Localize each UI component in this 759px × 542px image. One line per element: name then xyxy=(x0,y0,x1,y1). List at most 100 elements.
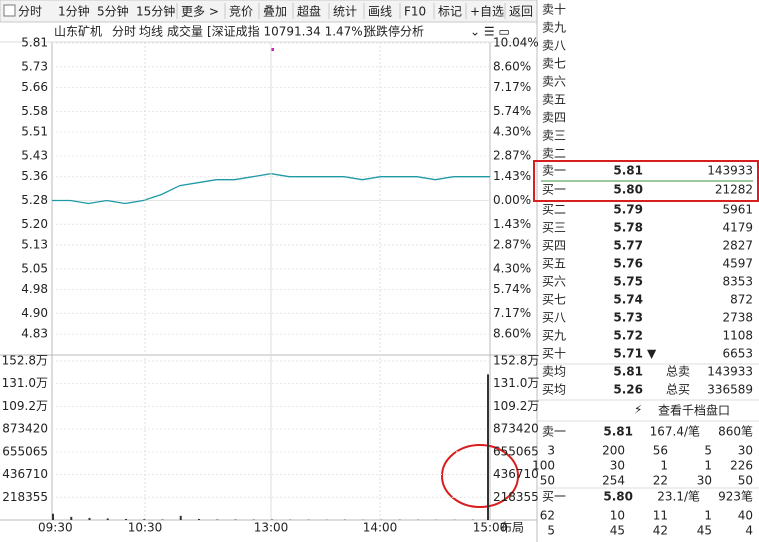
header-stock[interactable]: 山东矿机 xyxy=(54,25,102,39)
depth-link[interactable]: 查看千档盘口 xyxy=(658,403,730,418)
volume-tick-label-right: 436710 xyxy=(493,467,539,481)
toolbar-tab[interactable]: 更多 > xyxy=(181,5,219,19)
volume-bar xyxy=(271,519,273,520)
pct-tick-label: 10.04% xyxy=(493,36,539,50)
toolbar-tab[interactable]: 叠加 xyxy=(263,5,287,19)
pct-tick-label: 8.60% xyxy=(493,327,531,341)
level-label: 买十 xyxy=(542,347,566,361)
pct-tick-label: 0.00% xyxy=(493,193,531,207)
depth-count: 860笔 xyxy=(718,424,753,439)
toolbar-tab[interactable]: 标记 xyxy=(438,5,462,19)
toolbar-tab[interactable]: 5分钟 xyxy=(97,4,129,19)
summary-label: 卖均 xyxy=(542,365,566,379)
order-size: 62 xyxy=(540,509,555,523)
summary-price: 5.81 xyxy=(613,365,643,379)
volume-tick-label: 218355 xyxy=(2,490,48,504)
header-mode[interactable]: 分时 xyxy=(112,25,136,39)
pct-tick-label: 4.30% xyxy=(493,261,531,275)
volume-bar xyxy=(88,517,91,520)
pct-tick-label: 1.43% xyxy=(493,217,531,231)
toolbar-tab[interactable]: 统计 xyxy=(333,5,357,19)
annotation-box xyxy=(533,160,759,202)
toolbar-tab[interactable]: +自选 xyxy=(470,5,504,19)
level-price: 5.72 xyxy=(613,329,643,343)
price-tick-label: 5.43 xyxy=(21,148,48,162)
depth-avg: 23.1/笔 xyxy=(657,489,700,504)
depth-avg: 167.4/笔 xyxy=(650,424,700,439)
toolbar-tab[interactable]: 画线 xyxy=(368,5,392,19)
price-tick-label: 5.13 xyxy=(21,238,48,252)
volume-bar xyxy=(487,374,489,520)
depth-count: 923笔 xyxy=(718,489,753,504)
price-tick-label: 4.98 xyxy=(21,282,48,296)
toolbar-tab[interactable]: 分时 xyxy=(18,5,42,19)
level-price: 5.79 xyxy=(613,203,643,217)
order-size: 45 xyxy=(610,524,625,538)
summary-total: 143933 xyxy=(707,365,753,379)
order-size: 3 xyxy=(547,444,555,458)
pct-tick-label: 5.74% xyxy=(493,104,531,118)
order-size: 1 xyxy=(704,459,712,473)
annotation-circle xyxy=(441,444,519,508)
level-label: 买六 xyxy=(542,275,566,289)
ask-label: 卖八 xyxy=(542,39,566,53)
header-index: [深证成指 10791.34 1.47%] xyxy=(207,24,367,39)
header-volume[interactable]: 成交量 xyxy=(167,24,203,39)
level-volume: 5961 xyxy=(722,203,753,217)
toolbar-tab[interactable]: 超盘 xyxy=(297,4,321,19)
header-limit-analysis[interactable]: 涨跌停分析 xyxy=(364,24,424,39)
order-size: 1 xyxy=(704,509,712,523)
toolbar-tab[interactable]: 1分钟 xyxy=(58,4,90,19)
level-label: 买五 xyxy=(542,257,566,271)
level-volume: 4597 xyxy=(722,257,753,271)
down-arrow: ▼ xyxy=(647,347,657,361)
price-tick-label: 5.28 xyxy=(21,193,48,207)
level-price: 5.81 xyxy=(613,164,643,178)
toolbar-tab[interactable]: 15分钟 xyxy=(136,4,175,19)
toolbar-tab[interactable]: F10 xyxy=(404,5,426,19)
order-size: 42 xyxy=(653,524,668,538)
time-label: 15:00 xyxy=(473,521,508,535)
level-volume: 143933 xyxy=(707,164,753,178)
level-price: 5.73 xyxy=(613,311,643,325)
pct-tick-label: 4.30% xyxy=(493,125,531,139)
header-avg-line[interactable]: 均线 xyxy=(139,25,163,39)
level-volume: 8353 xyxy=(722,275,753,289)
level-price: 5.71 xyxy=(613,347,643,361)
volume-tick-label-right: 131.0万 xyxy=(493,376,539,390)
tab-checkbox xyxy=(3,4,16,17)
depth-label: 卖一 xyxy=(542,425,566,439)
order-size: 40 xyxy=(738,509,753,523)
ask-label: 卖三 xyxy=(542,129,566,143)
level-label: 卖一 xyxy=(542,164,566,178)
summary-price: 5.26 xyxy=(613,383,643,397)
toolbar-tab[interactable]: 返回 xyxy=(509,5,533,19)
layout-button[interactable]: 布局 xyxy=(500,521,524,535)
level-volume: 21282 xyxy=(715,183,753,197)
order-size: 200 xyxy=(602,444,625,458)
volume-tick-label-right: 873420 xyxy=(493,422,539,436)
level-volume: 872 xyxy=(730,293,753,307)
summary-total: 336589 xyxy=(707,383,753,397)
volume-bar xyxy=(125,518,127,520)
volume-tick-label: 152.8万 xyxy=(2,354,48,368)
depth-label: 买一 xyxy=(542,490,566,504)
volume-tick-label-right: 109.2万 xyxy=(493,399,539,413)
order-size: 30 xyxy=(697,474,712,488)
pct-tick-label: 2.87% xyxy=(493,148,531,162)
volume-tick-label-right: 152.8万 xyxy=(493,354,539,368)
time-label: 14:00 xyxy=(363,521,398,535)
ask-label: 卖十 xyxy=(542,3,566,17)
price-tick-label: 5.81 xyxy=(21,36,48,50)
order-size: 50 xyxy=(738,474,753,488)
volume-bar xyxy=(106,518,109,520)
toolbar-tab[interactable]: 竞价 xyxy=(229,5,253,19)
summary-total-label: 总卖 xyxy=(666,365,690,379)
price-tick-label: 5.66 xyxy=(21,80,48,94)
level-label: 买三 xyxy=(542,221,566,235)
level-volume: 2738 xyxy=(722,311,753,325)
volume-tick-label-right: 655065 xyxy=(493,444,539,458)
ask-label: 卖七 xyxy=(542,57,566,71)
order-size: 50 xyxy=(540,474,555,488)
